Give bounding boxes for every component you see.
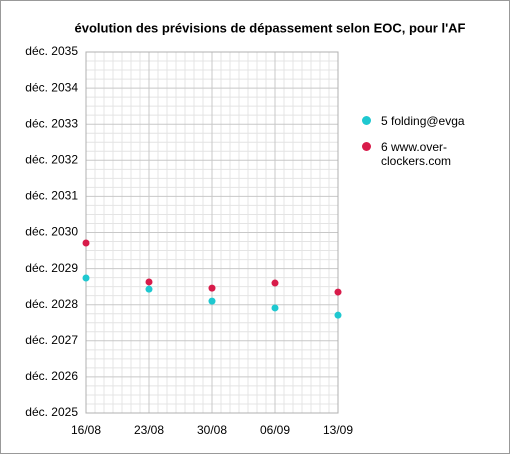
y-tick-label: déc. 2025 (25, 405, 78, 419)
y-tick-label: déc. 2027 (25, 333, 78, 347)
marker (271, 304, 279, 312)
marker (334, 288, 342, 296)
legend-marker (362, 142, 371, 151)
legend-marker (362, 116, 371, 125)
chart-title: évolution des prévisions de dépassement … (74, 20, 465, 35)
x-tick-label: 30/08 (197, 423, 227, 437)
legend-item: 6 www.over-clockers.com (362, 140, 492, 168)
marker (82, 239, 90, 247)
y-tick-label: déc. 2033 (25, 116, 78, 130)
y-tick-label: déc. 2029 (25, 261, 78, 275)
x-tick-label: 16/08 (71, 423, 101, 437)
y-tick-label: déc. 2035 (25, 44, 78, 58)
marker (145, 278, 153, 286)
marker (271, 279, 279, 287)
marker (82, 274, 90, 282)
marker (334, 311, 342, 319)
legend-item: 5 folding@evga (362, 114, 492, 128)
x-tick-label: 13/09 (323, 423, 353, 437)
y-tick-label: déc. 2031 (25, 189, 78, 203)
legend-label: 5 folding@evga (381, 114, 465, 128)
x-tick-label: 23/08 (134, 423, 164, 437)
marker (208, 284, 216, 292)
legend-label: 6 www.over-clockers.com (381, 140, 452, 168)
marker (145, 285, 153, 293)
plot-border (85, 51, 339, 414)
x-tick-label: 06/09 (260, 423, 290, 437)
y-tick-label: déc. 2026 (25, 369, 78, 383)
y-tick-label: déc. 2032 (25, 152, 78, 166)
y-tick-label: déc. 2034 (25, 80, 78, 94)
y-tick-label: déc. 2030 (25, 225, 78, 239)
y-tick-label: déc. 2028 (25, 297, 78, 311)
marker (208, 297, 216, 305)
